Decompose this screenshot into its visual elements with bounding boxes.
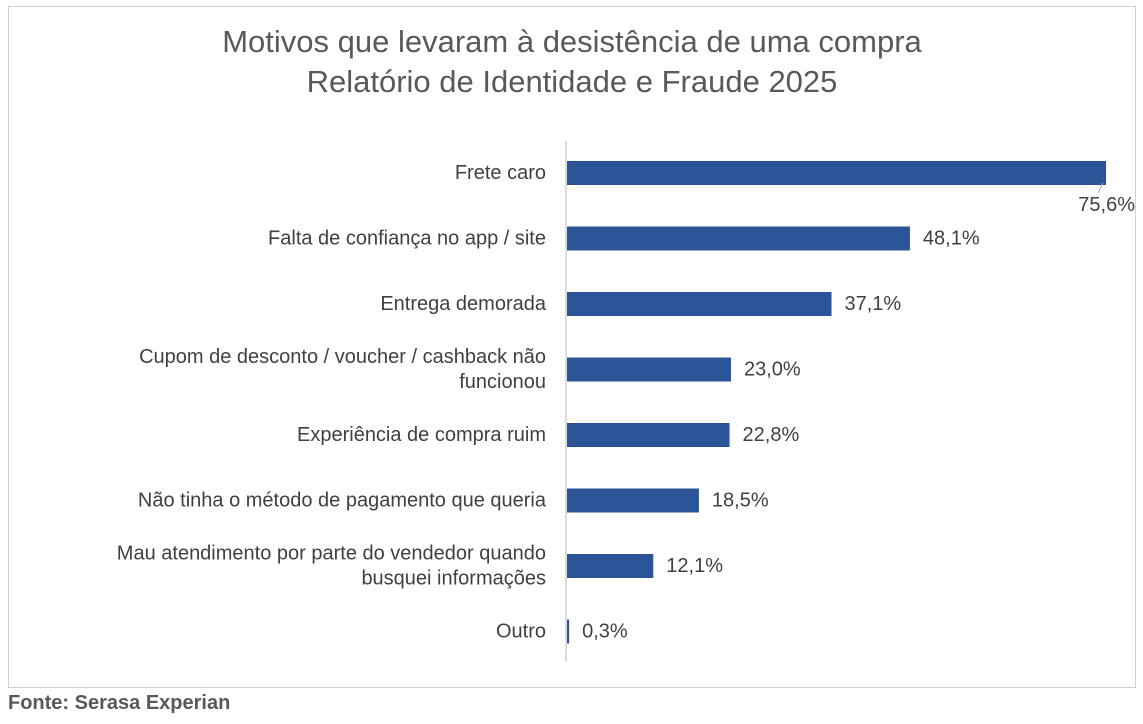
category-label: Não tinha o método de pagamento que quer… xyxy=(138,490,547,512)
chart-title-block: Motivos que levaram à desistência de uma… xyxy=(8,22,1136,102)
chart-subtitle: Relatório de Identidade e Fraude 2025 xyxy=(306,64,838,99)
bar xyxy=(567,226,910,251)
bar xyxy=(567,357,731,382)
data-label: 22,8% xyxy=(743,424,800,446)
bar xyxy=(567,161,1106,185)
data-label: 0,3% xyxy=(582,621,628,643)
bar xyxy=(567,292,832,316)
category-label: funcionou xyxy=(459,371,546,393)
bar xyxy=(567,423,730,447)
data-label: 12,1% xyxy=(666,555,723,577)
source-note: Fonte: Serasa Experian xyxy=(8,692,231,714)
category-label: Cupom de desconto / voucher / cashback n… xyxy=(139,346,546,368)
category-label: busquei informações xyxy=(361,568,546,590)
category-label: Entrega demorada xyxy=(380,293,547,315)
category-label: Experiência de compra ruim xyxy=(297,424,546,446)
label-leader-line xyxy=(1097,182,1104,194)
bar xyxy=(567,488,699,513)
chart-title: Motivos que levaram à desistência de uma… xyxy=(222,24,922,59)
data-label: 18,5% xyxy=(712,490,769,512)
category-label: Frete caro xyxy=(455,162,546,184)
category-label: Falta de confiança no app / site xyxy=(268,228,546,250)
bar xyxy=(567,554,654,578)
data-label: 75,6% xyxy=(1078,194,1135,216)
data-label: 37,1% xyxy=(845,293,902,315)
bar xyxy=(567,619,570,644)
category-label: Mau atendimento por parte do vendedor qu… xyxy=(117,543,546,565)
data-label: 48,1% xyxy=(923,228,980,250)
category-label: Outro xyxy=(496,621,546,643)
data-label: 23,0% xyxy=(744,359,801,381)
